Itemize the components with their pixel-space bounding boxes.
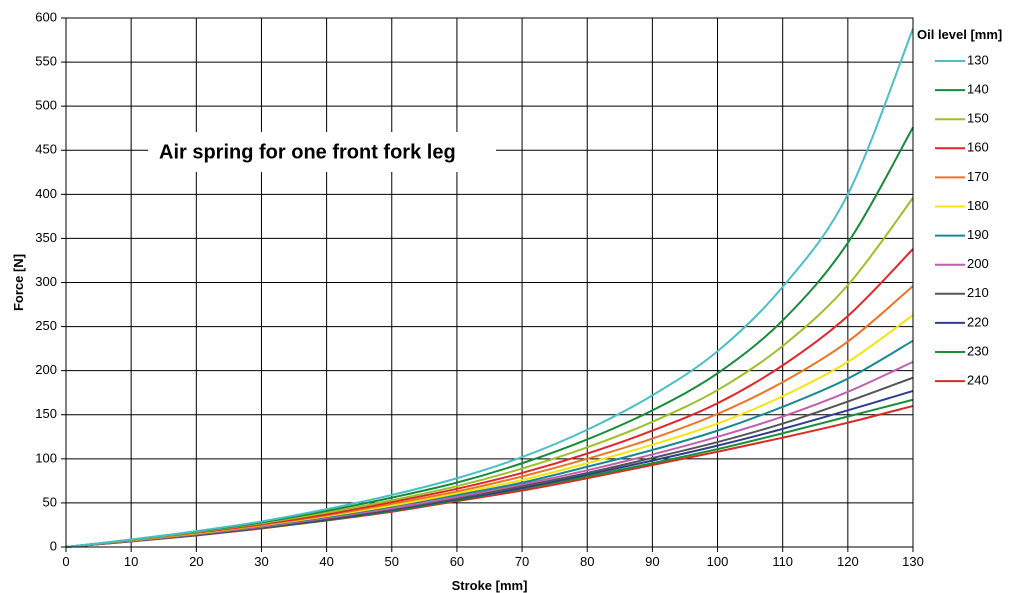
y-tick-label: 600 (35, 9, 57, 24)
x-tick-label: 0 (62, 554, 69, 569)
y-tick-label: 100 (35, 450, 57, 465)
chart-title: Air spring for one front fork leg (159, 141, 456, 163)
y-tick-label: 50 (43, 494, 57, 509)
y-tick-label: 150 (35, 406, 57, 421)
x-tick-label: 120 (837, 554, 859, 569)
legend-label-230: 230 (967, 343, 989, 358)
y-tick-label: 300 (35, 274, 57, 289)
x-tick-label: 90 (645, 554, 659, 569)
x-tick-label: 80 (580, 554, 594, 569)
legend-label-140: 140 (967, 82, 989, 97)
legend-label-190: 190 (967, 227, 989, 242)
legend-label-130: 130 (967, 52, 989, 67)
x-axis-ticks: 0 10 20 30 40 50 60 70 80 90 100 110 120 130 (62, 547, 924, 569)
y-tick-label: 550 (35, 54, 57, 69)
y-tick-label: 200 (35, 362, 57, 377)
y-tick-label: 500 (35, 98, 57, 113)
x-axis-title: Stroke [mm] (452, 578, 528, 593)
legend-label-180: 180 (967, 198, 989, 213)
y-axis-title: Force [N] (11, 254, 26, 311)
x-tick-label: 10 (124, 554, 138, 569)
x-tick-label: 60 (450, 554, 464, 569)
x-tick-label: 100 (707, 554, 729, 569)
x-tick-label: 130 (902, 554, 924, 569)
series-lines (65, 28, 914, 548)
x-tick-label: 70 (515, 554, 529, 569)
grid-lines (66, 18, 913, 547)
y-tick-label: 450 (35, 142, 57, 157)
x-tick-label: 20 (189, 554, 203, 569)
legend-label-220: 220 (967, 314, 989, 329)
legend-title: Oil level [mm] (917, 27, 1002, 42)
y-tick-label: 350 (35, 230, 57, 245)
y-axis-ticks: 0 50 100 150 200 250 300 350 400 450 500 550 600 (35, 9, 66, 553)
x-tick-label: 50 (385, 554, 399, 569)
legend-label-200: 200 (967, 256, 989, 271)
legend-label-170: 170 (967, 169, 989, 184)
legend-label-150: 150 (967, 111, 989, 126)
x-tick-label: 110 (772, 554, 793, 569)
chart-title-background (148, 132, 496, 172)
y-tick-label: 400 (35, 186, 57, 201)
legend-label-160: 160 (967, 140, 989, 155)
y-tick-label: 250 (35, 318, 57, 333)
legend-label-210: 210 (967, 285, 989, 300)
x-tick-label: 30 (254, 554, 268, 569)
legend-label-240: 240 (967, 373, 989, 388)
y-tick-label: 0 (50, 538, 57, 553)
series-line-130 (65, 28, 914, 548)
x-tick-label: 40 (319, 554, 333, 569)
legend: 130 140 150 160 170 180 190 200 210 220 230 240 (935, 52, 989, 388)
